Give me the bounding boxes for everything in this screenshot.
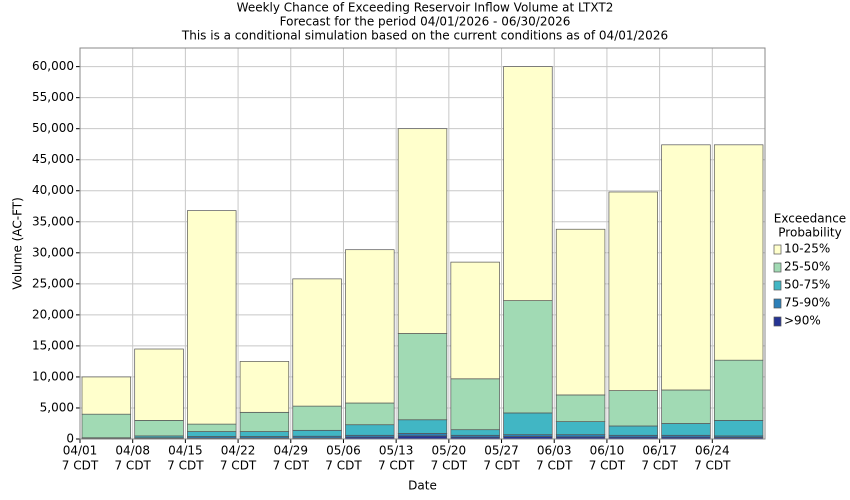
y-tick-label: 45,000 xyxy=(32,152,74,166)
bar-segment xyxy=(345,249,395,404)
legend-swatch xyxy=(773,262,782,273)
x-tick-label: 7 CDT xyxy=(220,459,257,473)
x-axis-label: Date xyxy=(408,479,437,493)
legend-label: 25-50% xyxy=(784,260,830,274)
y-tick-label: 60,000 xyxy=(32,59,74,73)
x-tick-label: 7 CDT xyxy=(325,459,362,473)
y-tick-label: 35,000 xyxy=(32,214,74,228)
x-tick-label: 04/15 xyxy=(168,444,203,458)
y-tick-label: 40,000 xyxy=(32,183,74,197)
x-tick-label: 04/01 xyxy=(63,444,98,458)
bar-segment xyxy=(397,419,448,434)
plot-border xyxy=(79,47,766,440)
bar-segment xyxy=(187,423,237,432)
bar-segment xyxy=(239,361,290,413)
y-tick-label: 25,000 xyxy=(32,276,74,290)
x-tick-label: 7 CDT xyxy=(536,459,573,473)
legend-swatch xyxy=(773,280,782,291)
legend-label: >90% xyxy=(784,314,821,328)
bar-segment xyxy=(713,144,764,361)
x-tick-label: 04/29 xyxy=(273,444,308,458)
bar-segment xyxy=(713,420,764,437)
bar-segment xyxy=(397,128,448,334)
bar-segment xyxy=(608,191,658,391)
y-axis-label: Volume (AC-FT) xyxy=(11,197,25,290)
x-tick-label: 05/20 xyxy=(432,444,467,458)
x-tick-label: 04/08 xyxy=(115,444,150,458)
bar-segment xyxy=(397,333,448,421)
bar-segment xyxy=(713,359,764,421)
bar-segment xyxy=(134,420,184,437)
bar-segment xyxy=(81,413,132,439)
legend-title: Probability xyxy=(778,226,841,240)
y-tick-label: 0 xyxy=(66,432,74,446)
bar-segment xyxy=(239,411,290,432)
bar-segment xyxy=(292,429,342,437)
y-tick-label: 55,000 xyxy=(32,90,74,104)
y-tick-label: 20,000 xyxy=(32,307,74,321)
x-tick-label: 7 CDT xyxy=(273,459,310,473)
y-tick-label: 10,000 xyxy=(32,369,74,383)
y-tick-label: 5,000 xyxy=(40,400,74,414)
bar-segment xyxy=(661,423,711,436)
bar-segment xyxy=(292,405,342,431)
bar-segment xyxy=(503,412,553,436)
bar-segment xyxy=(450,261,500,380)
x-tick-label: 05/13 xyxy=(379,444,414,458)
bar-segment xyxy=(450,429,500,436)
bar-segment xyxy=(187,210,237,425)
bar-segment xyxy=(134,348,184,421)
y-tick-label: 15,000 xyxy=(32,338,74,352)
legend-swatch xyxy=(773,316,782,327)
bar-segment xyxy=(555,421,606,436)
bar-segment xyxy=(503,300,553,414)
x-tick-label: 06/10 xyxy=(590,444,625,458)
bar-segment xyxy=(239,431,290,437)
bar-segment xyxy=(450,378,500,431)
legend-swatch xyxy=(773,244,782,255)
chart-title: Weekly Chance of Exceeding Reservoir Inf… xyxy=(237,1,614,15)
x-tick-label: 05/06 xyxy=(326,444,361,458)
x-tick-label: 7 CDT xyxy=(114,459,151,473)
x-tick-label: 7 CDT xyxy=(641,459,678,473)
y-tick-label: 50,000 xyxy=(32,121,74,135)
x-tick-label: 7 CDT xyxy=(694,459,731,473)
x-tick-label: 05/27 xyxy=(484,444,519,458)
bar-segment xyxy=(397,433,448,437)
bar-segment xyxy=(555,228,606,396)
x-tick-label: 7 CDT xyxy=(483,459,520,473)
chart-title: This is a conditional simulation based o… xyxy=(181,29,668,43)
x-tick-label: 06/03 xyxy=(537,444,572,458)
bar-segment xyxy=(661,389,711,424)
bar-segment xyxy=(187,431,237,437)
bar-segment xyxy=(345,402,395,426)
x-tick-label: 7 CDT xyxy=(378,459,415,473)
bar-segment xyxy=(345,424,395,436)
x-tick-label: 06/17 xyxy=(642,444,677,458)
bar-segment xyxy=(608,390,658,427)
bar-segment xyxy=(81,376,132,415)
x-tick-label: 7 CDT xyxy=(431,459,468,473)
legend-label: 10-25% xyxy=(784,242,830,256)
chart-title: Forecast for the period 04/01/2026 - 06/… xyxy=(280,15,571,29)
bar-segment xyxy=(292,278,342,407)
x-tick-label: 04/22 xyxy=(221,444,256,458)
bar-segment xyxy=(503,66,553,301)
bar-segment xyxy=(661,144,711,391)
bar-segment xyxy=(555,394,606,422)
legend-label: 50-75% xyxy=(784,278,830,292)
x-tick-label: 06/24 xyxy=(695,444,730,458)
legend-title: Exceedance xyxy=(774,212,846,226)
x-tick-label: 7 CDT xyxy=(62,459,99,473)
legend-label: 75-90% xyxy=(784,296,830,310)
x-tick-label: 7 CDT xyxy=(589,459,626,473)
y-tick-label: 30,000 xyxy=(32,245,74,259)
bar-segment xyxy=(608,425,658,436)
x-tick-label: 7 CDT xyxy=(167,459,204,473)
legend-swatch xyxy=(773,298,782,309)
